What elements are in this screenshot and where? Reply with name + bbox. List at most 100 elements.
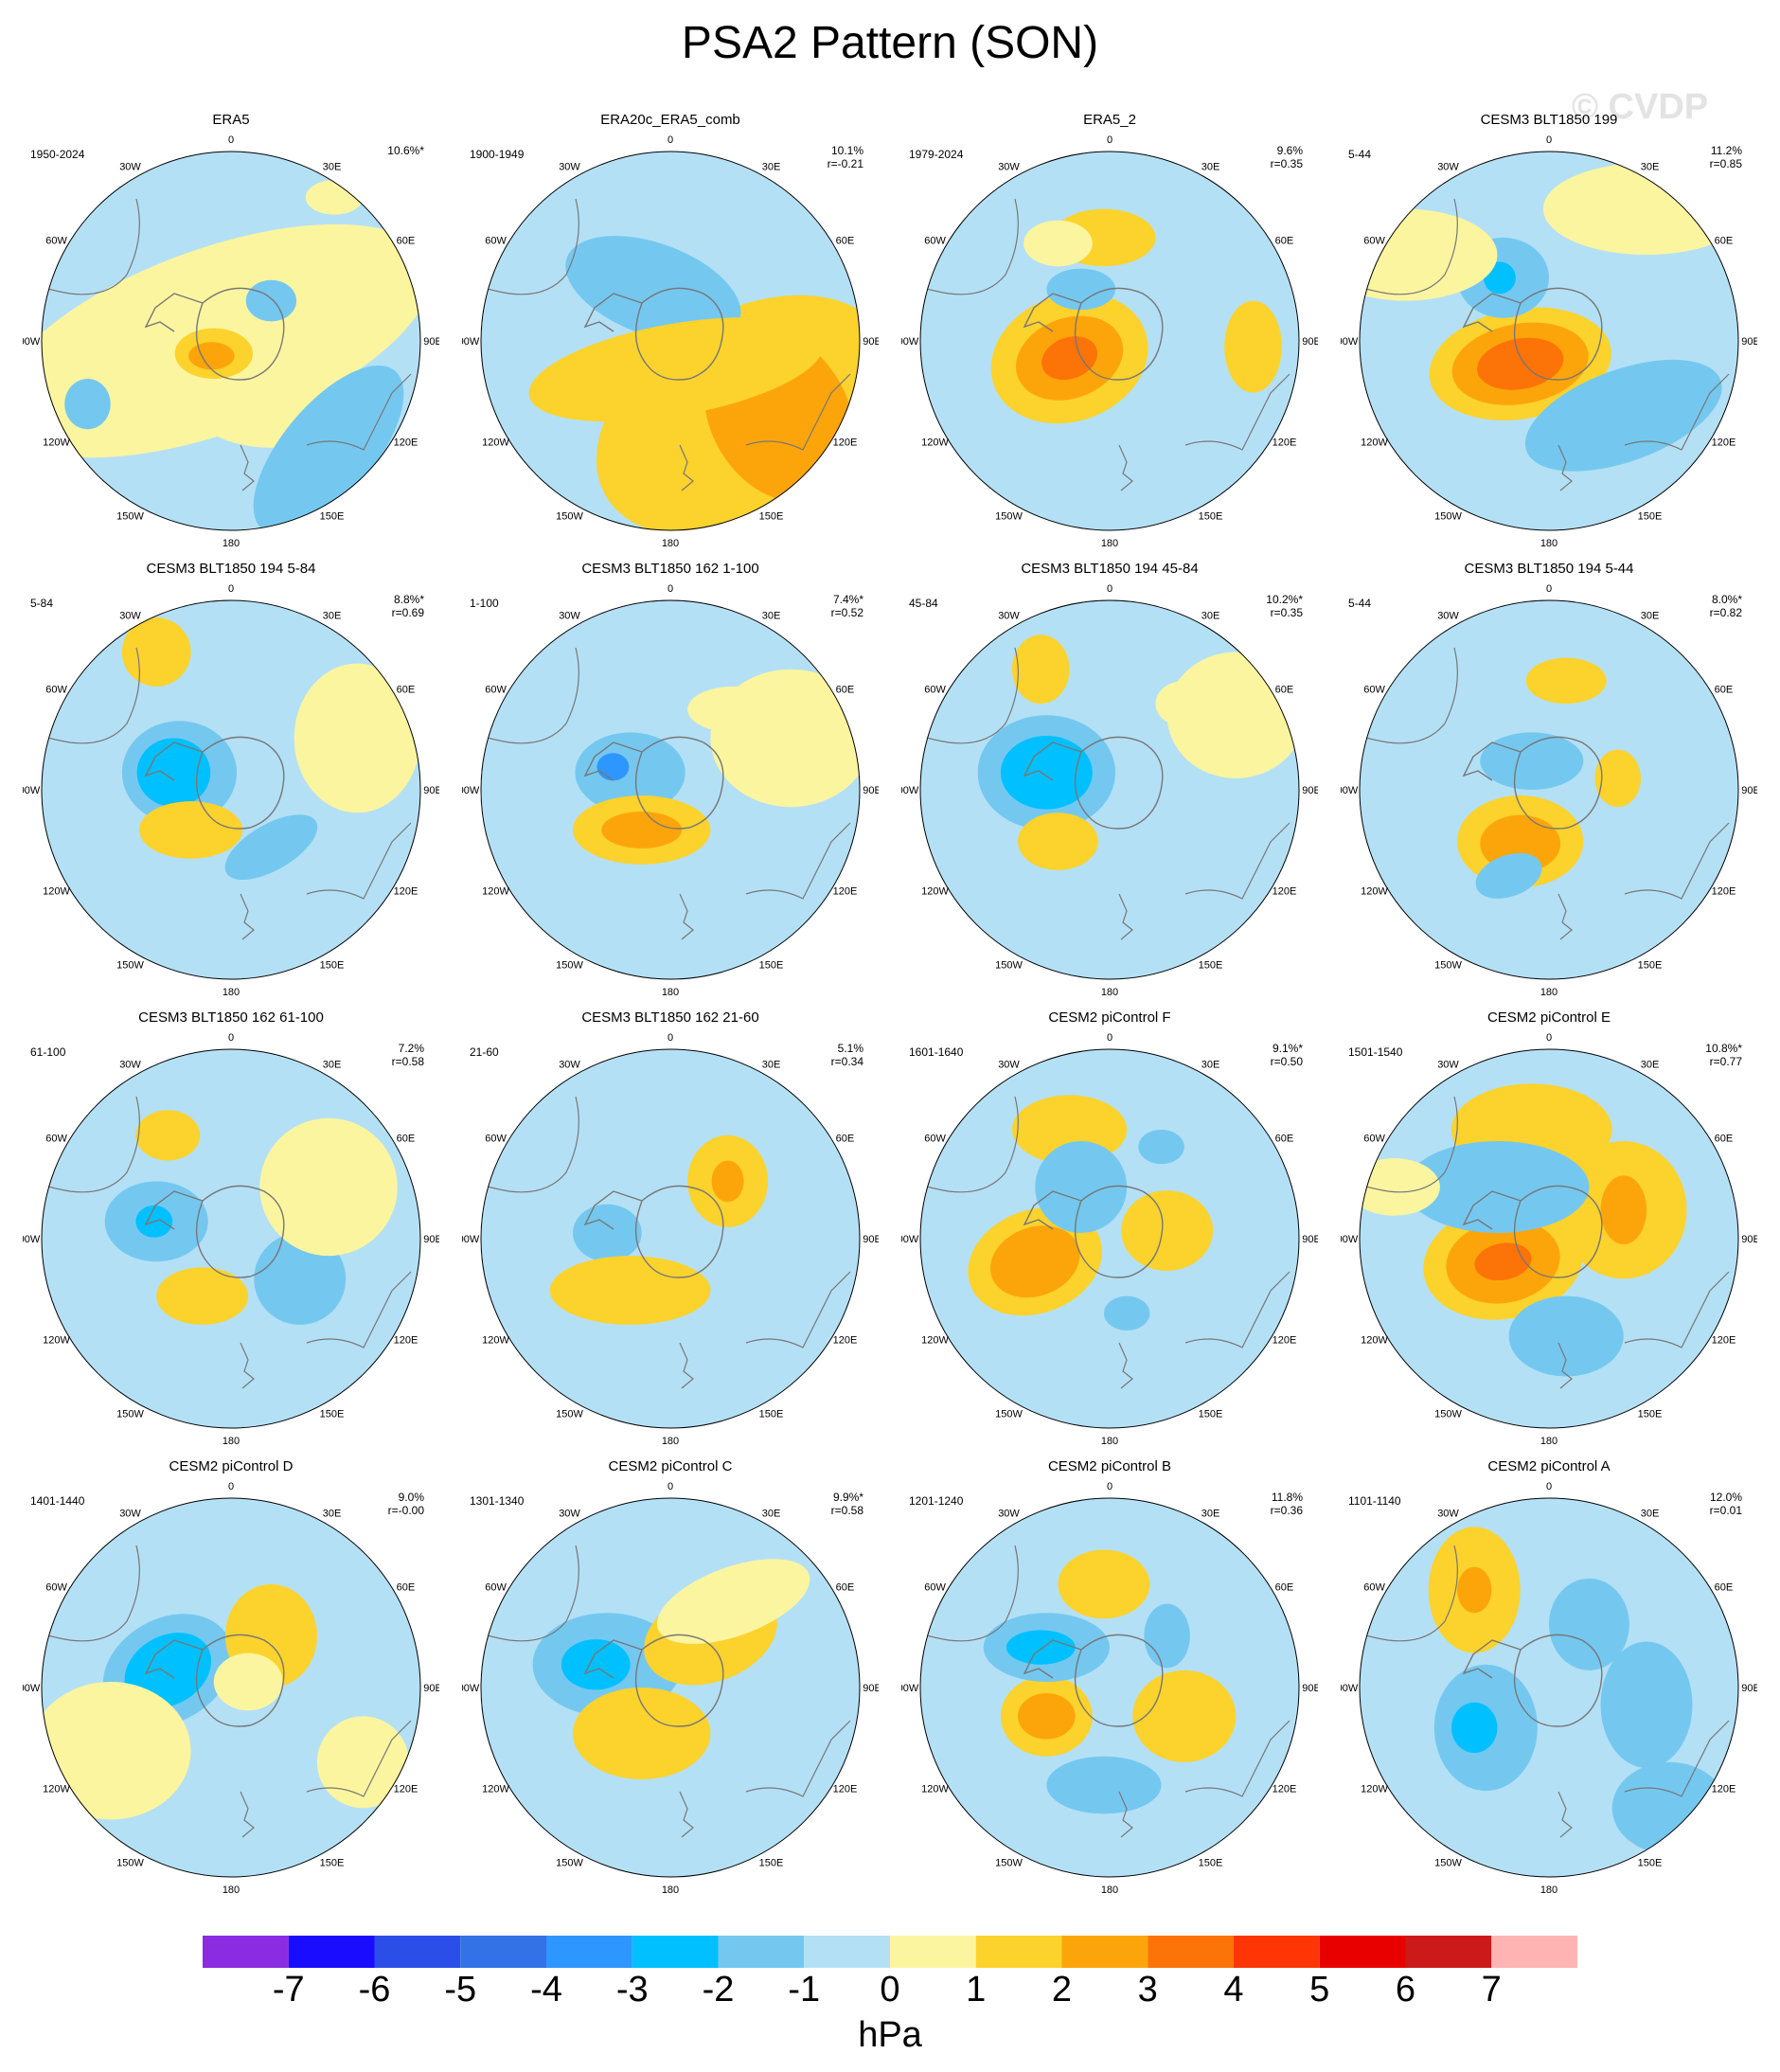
anomaly-contour bbox=[294, 663, 420, 813]
coastline-south-america bbox=[920, 647, 1019, 744]
longitude-label: 0 bbox=[1107, 134, 1112, 146]
coastline-south-america bbox=[1360, 647, 1458, 744]
map-border bbox=[41, 1497, 421, 1878]
colorbar-tick-label: 3 bbox=[1137, 1970, 1158, 2009]
variance-percent: 9.9%* bbox=[832, 1491, 863, 1504]
map-border bbox=[480, 599, 861, 980]
longitude-label: 30W bbox=[119, 611, 141, 622]
longitude-label: 90W bbox=[901, 1683, 919, 1694]
pattern-correlation: r=0.58 bbox=[830, 1504, 863, 1517]
longitude-label: 30E bbox=[323, 162, 342, 173]
panel-stats: 8.0%* r=0.82 bbox=[1710, 593, 1742, 619]
map-panel: 0 30E 60E 90E 120E 150E 180 150W 120W 90W 60W 30W CE… bbox=[1341, 112, 1757, 557]
longitude-label: 180 bbox=[1540, 1436, 1558, 1447]
anomaly-contour bbox=[710, 669, 860, 808]
anomaly-contour bbox=[1480, 732, 1584, 790]
panel-years: 1301-1340 bbox=[470, 1494, 525, 1508]
map-panel: 0 30E 60E 90E 120E 150E 180 150W 120W 90W 60W 30W CE… bbox=[1341, 1458, 1757, 1903]
anomaly-contour bbox=[572, 1688, 711, 1779]
coastline-south-america bbox=[1360, 1096, 1458, 1193]
map-border bbox=[919, 151, 1300, 531]
panel-stats: 10.2%* r=0.35 bbox=[1266, 593, 1303, 619]
longitude-label: 120E bbox=[1712, 886, 1736, 898]
anomaly-contour bbox=[549, 1256, 711, 1325]
longitude-label: 60E bbox=[836, 1134, 855, 1145]
anomaly-contour bbox=[1224, 300, 1282, 393]
anomaly-contour bbox=[1457, 1566, 1492, 1614]
map-border bbox=[480, 151, 861, 531]
longitude-label: 120W bbox=[43, 886, 70, 898]
colorbar-tick-label: -6 bbox=[358, 1970, 391, 2009]
longitude-label: 150E bbox=[759, 1408, 784, 1420]
longitude-label: 30W bbox=[998, 611, 1020, 622]
longitude-label: 120W bbox=[1361, 886, 1388, 898]
anomaly-contour bbox=[601, 812, 683, 848]
longitude-label: 30W bbox=[559, 611, 580, 622]
map-border bbox=[919, 599, 1300, 980]
longitude-label: 150E bbox=[1638, 959, 1663, 971]
colorbar-tick-label: 5 bbox=[1309, 1970, 1330, 2009]
longitude-label: 120E bbox=[833, 1335, 858, 1347]
longitude-label: 0 bbox=[1107, 1032, 1112, 1044]
panel-years: 1950-2024 bbox=[30, 148, 85, 161]
polar-map: 0 30E 60E 90E 120E 150E 180 150W 120W 90W 60W 30W bbox=[462, 583, 879, 998]
panel-years: 21-60 bbox=[470, 1045, 499, 1059]
variance-percent: 5.1% bbox=[837, 1042, 863, 1055]
longitude-label: 30W bbox=[998, 1060, 1020, 1071]
longitude-label: 90W bbox=[901, 785, 919, 796]
anomaly-contour bbox=[254, 1232, 347, 1325]
panel-years: 1401-1440 bbox=[30, 1494, 85, 1508]
longitude-label: 0 bbox=[1546, 1032, 1552, 1044]
longitude-label: 30W bbox=[119, 162, 141, 173]
longitude-label: 30W bbox=[998, 162, 1020, 173]
longitude-label: 150W bbox=[556, 1857, 583, 1868]
pattern-correlation: r=0.35 bbox=[1270, 157, 1303, 170]
coastline-south-america bbox=[42, 198, 140, 295]
polar-map: 0 30E 60E 90E 120E 150E 180 150W 120W 90W 60W 30W bbox=[901, 1481, 1318, 1896]
map-border bbox=[41, 599, 421, 980]
panel-title: CESM3 BLT1850 194 45-84 bbox=[1021, 561, 1199, 577]
longitude-label: 150E bbox=[320, 1857, 345, 1868]
longitude-label: 0 bbox=[1546, 1481, 1552, 1492]
longitude-label: 120W bbox=[482, 1335, 509, 1347]
longitude-label: 30W bbox=[1437, 1060, 1459, 1071]
longitude-label: 0 bbox=[228, 1032, 234, 1044]
longitude-label: 150W bbox=[1434, 1857, 1462, 1868]
anomaly-contour bbox=[1594, 749, 1641, 808]
panel-years: 1101-1140 bbox=[1348, 1494, 1401, 1508]
colorbar-tick-label: 1 bbox=[966, 1970, 987, 2009]
longitude-label: 180 bbox=[222, 987, 240, 998]
anomaly-contour bbox=[316, 1716, 409, 1809]
longitude-label: 90W bbox=[23, 336, 41, 348]
coastline-south-america bbox=[42, 647, 140, 744]
coastline bbox=[583, 1185, 724, 1278]
longitude-label: 150W bbox=[556, 510, 583, 522]
map-panel: 0 30E 60E 90E 120E 150E 180 150W 120W 90W 60W 30W CE… bbox=[23, 1458, 439, 1903]
colorbar-swatch bbox=[288, 1936, 375, 1968]
longitude-label: 120E bbox=[1712, 1335, 1736, 1347]
longitude-label: 30E bbox=[1641, 1060, 1660, 1071]
longitude-label: 180 bbox=[662, 538, 679, 549]
colorbar-swatch bbox=[374, 1936, 461, 1968]
longitude-label: 120W bbox=[921, 438, 949, 449]
anomaly-contour bbox=[1046, 268, 1116, 311]
longitude-label: 30E bbox=[1641, 1509, 1660, 1520]
colorbar-swatch bbox=[1319, 1936, 1406, 1968]
colorbar-swatch bbox=[203, 1936, 289, 1968]
anomaly-contour bbox=[1611, 1761, 1727, 1854]
anomaly-contour bbox=[245, 279, 297, 322]
longitude-label: 0 bbox=[668, 1032, 673, 1044]
anomaly-contour bbox=[1360, 208, 1498, 301]
map-border bbox=[919, 1048, 1300, 1429]
anomaly-contour bbox=[1103, 1295, 1150, 1331]
longitude-label: 30E bbox=[1202, 611, 1220, 622]
polar-map: 0 30E 60E 90E 120E 150E 180 150W 120W 90W 60W 30W bbox=[1341, 1032, 1757, 1447]
pattern-correlation: r=0.34 bbox=[830, 1055, 863, 1068]
panel-title: ERA5 bbox=[212, 112, 250, 128]
anomaly-contour bbox=[1011, 634, 1070, 705]
longitude-label: 120W bbox=[482, 1784, 509, 1795]
longitude-label: 90E bbox=[423, 1234, 439, 1245]
map-border bbox=[1359, 151, 1739, 531]
anomaly-contour bbox=[188, 342, 235, 370]
longitude-label: 90W bbox=[23, 1234, 41, 1245]
